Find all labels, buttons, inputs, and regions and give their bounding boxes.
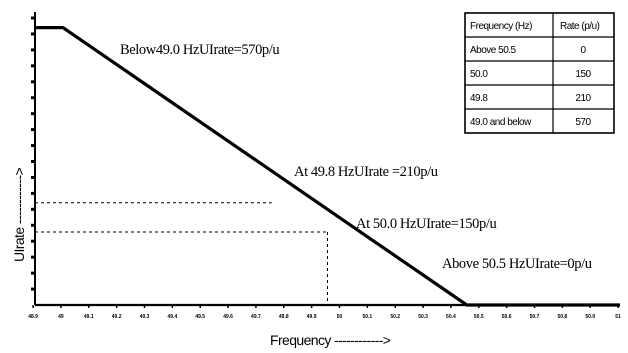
series-line [35, 26, 620, 307]
annotation-at-50-0: At 50.0 HzUIrate=150p/u [356, 216, 496, 232]
annotation-below-49: Below49.0 HzUIrate=570p/u [120, 42, 279, 58]
x-tick-label: 50.9 [585, 314, 595, 320]
x-tick-label: 49.4 [167, 314, 177, 320]
x-tick-label: 49 [58, 314, 64, 320]
x-tick-label: 50.7 [530, 314, 540, 320]
table-cell-rate: 570 [575, 117, 591, 128]
x-tick-label: 50.4 [446, 314, 456, 320]
x-tick-label: 49.6 [223, 314, 233, 320]
table-cell-rate: 150 [575, 69, 591, 80]
x-tick-label: 51 [615, 314, 621, 320]
annotation-at-49-8: At 49.8 HzUIrate =210p/u [294, 164, 438, 180]
x-tick-label: 49.1 [84, 314, 94, 320]
table-cell-rate: 210 [575, 93, 591, 104]
x-tick-label: 49.9 [307, 314, 317, 320]
table-cell-rate: 0 [580, 45, 586, 56]
series [35, 26, 620, 307]
table-header-frequency: Frequency (Hz) [470, 21, 532, 32]
table-cell-frequency: 50.0 [470, 69, 488, 80]
reference-lines [35, 202, 328, 305]
y-axis-title: UIrate ------------> [11, 167, 27, 262]
x-tick-label: 49.7 [251, 314, 261, 320]
x-tick-label: 49.2 [112, 314, 122, 320]
table-cell-frequency: 49.0 and below [470, 117, 532, 128]
annotation-above-50-5: Above 50.5 HzUIrate=0p/u [442, 256, 592, 272]
x-axis-title: Frequency ------------> [270, 332, 391, 348]
x-tick-label: 48.9 [28, 314, 38, 320]
axis-ticks: 48.9 49 49.1 49.2 49.3 49.4 49.5 49.6 49.7 49.8 49… [28, 16, 621, 320]
x-tick-label: 49.3 [140, 314, 150, 320]
x-tick-label: 50.5 [474, 314, 484, 320]
table-header-rate: Rate (p/u) [560, 21, 600, 32]
table-cell-frequency: 49.8 [470, 93, 488, 104]
x-tick-label: 50.2 [390, 314, 400, 320]
x-tick-label: 49.5 [195, 314, 205, 320]
rate-table: Frequency (Hz) Rate (p/u) Above 50.5 0 5… [464, 12, 615, 134]
table-cell-frequency: Above 50.5 [470, 45, 517, 56]
x-tick-label: 50.6 [502, 314, 512, 320]
x-tick-label: 50.1 [362, 314, 372, 320]
x-tick-label: 50.8 [557, 314, 567, 320]
x-tick-label: 50.3 [418, 314, 428, 320]
table-border [464, 12, 615, 134]
x-tick-label: 50 [337, 314, 343, 320]
x-tick-label: 49.8 [279, 314, 289, 320]
